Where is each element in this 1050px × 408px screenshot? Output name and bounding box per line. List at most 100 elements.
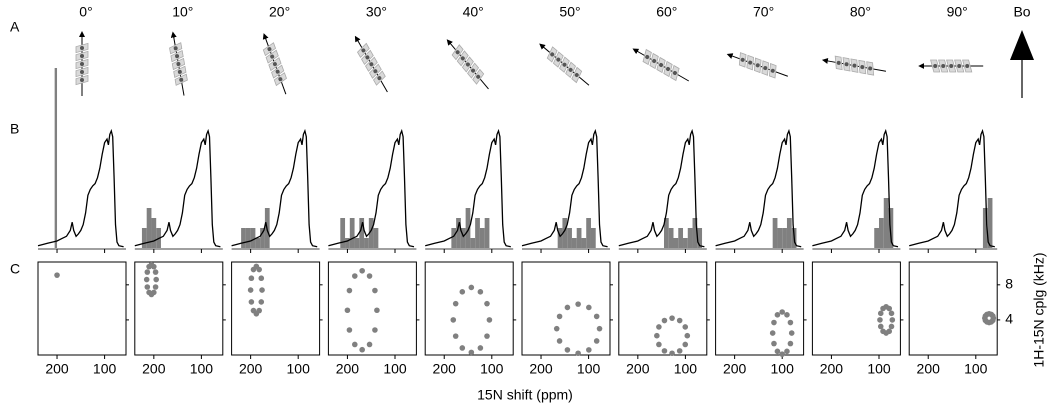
helix-residue [80, 70, 84, 74]
helix-residue [267, 47, 272, 52]
histogram-bar [255, 238, 261, 248]
histogram-bar [786, 218, 792, 248]
histogram-bar [373, 228, 379, 248]
spectrum-line [328, 128, 415, 248]
histogram-bar [146, 208, 152, 248]
scatter-point [359, 346, 365, 353]
scatter-point [153, 276, 160, 283]
scatter-point [247, 287, 254, 293]
x-tick-label: 200 [626, 361, 650, 377]
helix-residue [377, 76, 382, 81]
helix-residue [740, 57, 745, 62]
histogram-bar [260, 228, 265, 248]
spectrum-line [231, 128, 318, 248]
scatter-point [771, 319, 777, 326]
scatter-point [54, 272, 60, 278]
scatter-point [661, 317, 668, 324]
scatter-point [654, 332, 660, 339]
spectrum-line [521, 128, 608, 248]
helix [75, 31, 89, 96]
y-tick-label: 4 [1005, 311, 1013, 327]
helix-residue [665, 67, 670, 71]
scatter-point [889, 317, 896, 323]
angle-label: 10° [172, 4, 193, 20]
histogram-bar [345, 238, 350, 248]
angle-label: 0° [79, 4, 92, 20]
x-tick-label: 200 [336, 361, 360, 377]
angle-label: 90° [947, 4, 968, 20]
x-tick-label: 100 [383, 361, 407, 377]
scatter-point [484, 300, 490, 307]
helix [539, 43, 590, 86]
scatter-point [682, 341, 689, 348]
helix-residue [568, 67, 573, 72]
x-axis-label: 15N shift (ppm) [477, 387, 573, 403]
plot-frame [908, 261, 998, 356]
histogram-bar [878, 218, 884, 248]
histogram-bar [562, 218, 568, 248]
spectrum-line [618, 128, 705, 248]
plot-frame [715, 261, 805, 356]
plot-frame [424, 261, 514, 356]
scatter-point [586, 304, 592, 311]
scatter-point [151, 263, 157, 270]
scatter-point [152, 284, 159, 290]
scatter-point [676, 317, 683, 324]
panel-label: A [10, 19, 20, 35]
helix [169, 31, 188, 96]
helix-residue [455, 50, 460, 55]
scatter-point [888, 323, 895, 330]
helix-residue [755, 63, 760, 68]
helix-residue [80, 78, 84, 82]
scatter-point [886, 305, 893, 312]
histogram-bar [475, 218, 480, 248]
scatter-point [656, 341, 662, 348]
histogram-bar [359, 218, 365, 248]
scatter-point [593, 338, 600, 344]
helix-residue [933, 64, 938, 68]
scatter-point [250, 307, 257, 314]
x-tick-label: 100 [190, 361, 214, 377]
scatter-point [575, 350, 581, 357]
scatter-point [258, 299, 265, 305]
histogram-bar [245, 228, 251, 248]
angle-label: 30° [366, 4, 387, 20]
histogram-bar [484, 218, 490, 248]
scatter-point [661, 348, 668, 354]
histogram-bar [663, 218, 669, 248]
scatter-point [787, 319, 794, 326]
scatter-point [452, 333, 459, 339]
scatter-point [779, 309, 785, 315]
scatter-point [452, 300, 459, 307]
scatter-point [593, 313, 600, 320]
histogram-bar [874, 228, 879, 248]
x-tick-label: 100 [771, 361, 795, 377]
helix [726, 52, 788, 79]
helix-residue [465, 62, 470, 67]
x-tick-label: 200 [239, 361, 263, 377]
scatter-point [486, 317, 493, 323]
scatter-point [374, 307, 380, 314]
spectrum-line [909, 128, 995, 248]
scatter-point [450, 317, 457, 323]
scatter-point [877, 323, 884, 330]
histogram-bar [354, 238, 360, 248]
histogram-bar [692, 218, 698, 248]
plot-frame [811, 261, 901, 356]
histogram-bar [888, 208, 894, 248]
scatter-point [682, 324, 689, 330]
histogram-bar [349, 218, 355, 248]
scatter-point [352, 341, 358, 348]
scatter-point [788, 330, 795, 336]
x-tick-label: 200 [820, 361, 844, 377]
histogram-bar [465, 208, 471, 248]
histogram-bar [470, 238, 476, 248]
x-tick-label: 200 [142, 361, 166, 377]
helix-residue [278, 77, 283, 82]
helix-residue [860, 65, 865, 70]
field-arrowhead [1010, 30, 1034, 60]
helix [918, 59, 984, 73]
histogram-bar [782, 228, 787, 248]
spectrum-line [134, 128, 221, 248]
